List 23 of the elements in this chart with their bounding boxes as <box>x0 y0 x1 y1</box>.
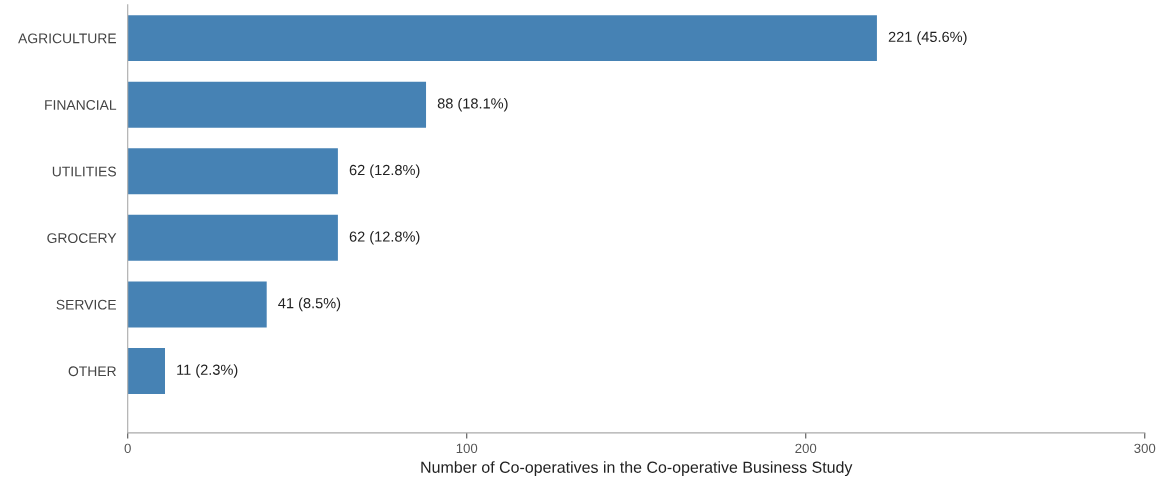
y-tick-label: AGRICULTURE <box>18 33 116 44</box>
data-label: 11 (2.3%) <box>177 364 238 378</box>
y-tick-label: GROCERY <box>47 233 117 243</box>
y-tick-label: UTILITIES <box>52 166 116 177</box>
bar <box>127 15 877 62</box>
bar <box>127 281 267 328</box>
x-tick-label: 100 <box>456 443 478 454</box>
y-tick-label: FINANCIAL <box>45 100 117 110</box>
bar <box>127 348 165 394</box>
x-axis-title: Number of Co-operatives in the Co-operative Business Study <box>421 461 853 477</box>
data-label: 62 (12.8%) <box>349 164 420 179</box>
data-label: 88 (18.1%) <box>437 97 508 112</box>
x-tick-label: 200 <box>795 443 817 454</box>
data-label: 221 (45.6%) <box>888 31 967 45</box>
data-label: 41 (8.5%) <box>278 297 341 312</box>
bar <box>127 148 338 195</box>
bar <box>127 214 338 261</box>
x-tick-label: 300 <box>1134 443 1156 454</box>
y-tick-label: SERVICE <box>56 299 116 310</box>
x-tick-label: 0 <box>124 443 131 454</box>
data-label: 62 (12.8%) <box>349 231 420 245</box>
y-tick-label: OTHER <box>68 366 116 377</box>
bar <box>127 81 427 128</box>
